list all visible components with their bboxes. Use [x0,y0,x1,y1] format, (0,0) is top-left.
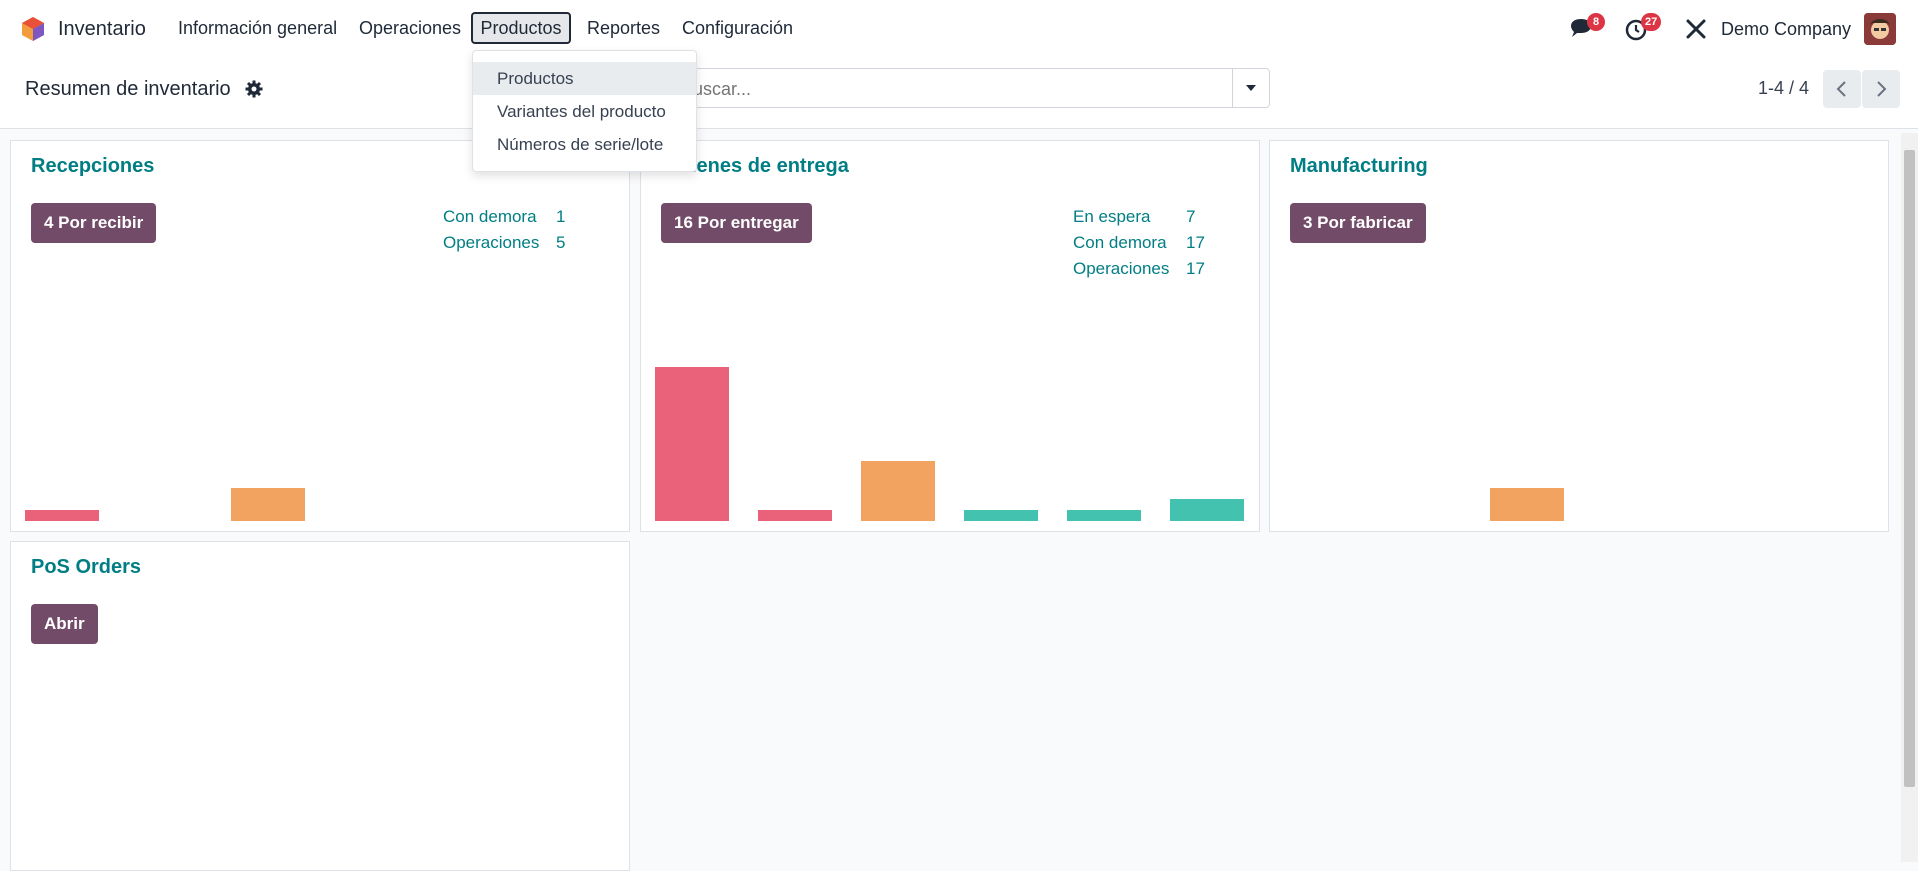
main-navbar: Inventario Información general Operacion… [0,0,1918,58]
receipts-to-process-button[interactable]: 4 Por recibir [31,203,157,243]
company-switcher[interactable]: Demo Company [1721,19,1852,39]
menu-reportes[interactable]: Reportes [587,18,661,38]
activities-badge: 27 [1641,13,1662,31]
pager-next-button[interactable] [1862,70,1900,108]
search-input[interactable] [679,75,1183,103]
gear-icon[interactable] [245,80,263,98]
graph-bar[interactable] [964,510,1038,521]
graph-bar[interactable] [1067,510,1141,521]
deliveries-to-process-button[interactable]: 16 Por entregar [661,203,812,243]
card-title[interactable]: PoS Orders [31,556,142,578]
card-pos-orders: PoS Orders Abrir [10,541,630,871]
chevron-right-icon [1877,81,1887,97]
graph-bar[interactable] [25,510,99,521]
stat-waiting-label[interactable]: En espera [1073,207,1151,226]
scrollbar-thumb[interactable] [1904,150,1915,787]
odoo-logo-icon[interactable] [20,16,46,42]
card-title[interactable]: Manufacturing [1290,155,1428,177]
card-title[interactable]: Órdenes de entrega [661,155,849,177]
card-manufacturing: Manufacturing 3 Por fabricar [1269,140,1889,532]
stat-waiting-value[interactable]: 7 [1186,207,1196,226]
breadcrumb: Resumen de inventario [25,78,231,100]
stat-operations-label[interactable]: Operaciones [1073,259,1170,278]
stat-late-label[interactable]: Con demora [1073,233,1167,252]
stat-operations-label[interactable]: Operaciones [443,233,540,252]
pager-previous-button[interactable] [1823,70,1861,108]
caret-down-icon [1246,85,1256,91]
menu-configuracion[interactable]: Configuración [682,18,794,38]
stat-late-value[interactable]: 1 [556,207,566,226]
menu-operaciones[interactable]: Operaciones [359,18,462,38]
graph-bar[interactable] [1170,499,1244,521]
dropdown-item-variantes[interactable]: Variantes del producto [497,102,666,121]
stat-operations-value[interactable]: 17 [1186,259,1205,278]
stat-operations-value[interactable]: 5 [556,233,566,252]
chat-icon[interactable] [1568,16,1594,42]
graph-bar[interactable] [758,510,832,521]
graph-bar[interactable] [1490,488,1564,521]
dropdown-item-productos[interactable]: Productos [473,62,696,95]
menu-productos[interactable]: Productos [471,12,571,44]
graph-bar[interactable] [655,367,729,521]
control-panel: Resumen de inventario 1-4 / 4 [0,58,1918,129]
pager-value[interactable]: 1-4 / 4 [1758,78,1810,98]
messages-badge: 8 [1587,13,1605,31]
search-bar[interactable] [668,68,1270,108]
user-avatar-icon [1864,13,1896,45]
user-avatar[interactable] [1864,13,1896,45]
app-name[interactable]: Inventario [58,18,146,40]
graph-bar[interactable] [231,488,305,521]
open-pos-button[interactable]: Abrir [31,604,98,644]
manufacturing-to-process-button[interactable]: 3 Por fabricar [1290,203,1426,243]
graph-bar[interactable] [861,460,935,521]
stat-late-value[interactable]: 17 [1186,233,1205,252]
card-title[interactable]: Recepciones [31,155,155,177]
card-recepciones: Recepciones 4 Por recibir Con demora 1 O… [10,140,630,532]
chevron-left-icon [1836,81,1846,97]
tools-icon[interactable] [1683,16,1709,42]
productos-dropdown-menu: Productos Variantes del producto Números… [472,50,697,172]
menu-informacion-general[interactable]: Información general [178,18,338,38]
search-options-toggle[interactable] [1232,69,1269,107]
stat-late-label[interactable]: Con demora [443,207,537,226]
card-ordenes-de-entrega: Órdenes de entrega 16 Por entregar En es… [640,140,1260,532]
dropdown-item-numeros-serie[interactable]: Números de serie/lote [497,135,664,154]
